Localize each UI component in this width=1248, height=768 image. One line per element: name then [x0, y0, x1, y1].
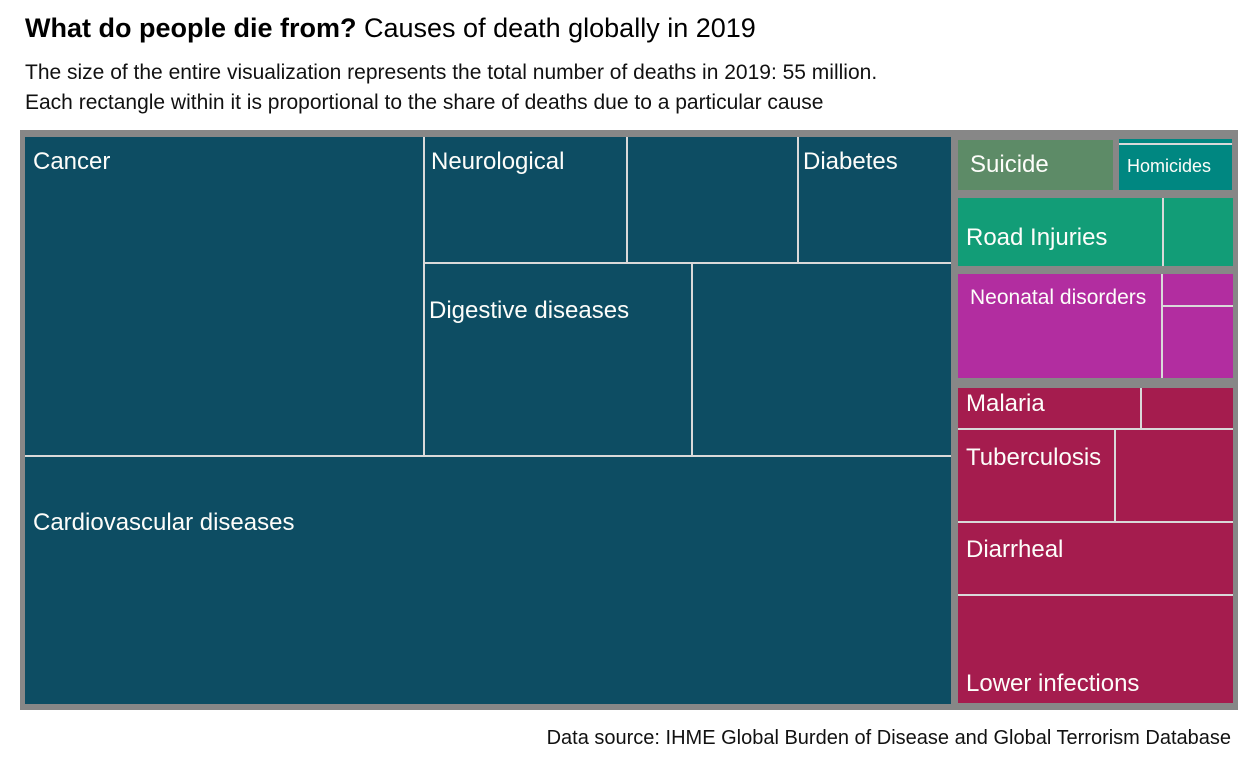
- page-title-bold: What do people die from?: [25, 13, 357, 43]
- divider: [1163, 305, 1233, 307]
- treemap-cell-cancer[interactable]: Cancer: [33, 148, 111, 175]
- divider: [1162, 198, 1164, 266]
- road-injuries-label: Road Injuries: [966, 224, 1108, 251]
- treemap-cell-neonatal-disorders[interactable]: Neonatal disorders: [958, 274, 1233, 378]
- treemap-cell-diabetes[interactable]: Diabetes: [803, 148, 898, 175]
- homicides-label: Homicides: [1127, 156, 1212, 177]
- treemap-cell-malaria[interactable]: Malaria: [966, 390, 1045, 417]
- divider: [626, 137, 628, 262]
- data-source-note: Data source: IHME Global Burden of Disea…: [546, 727, 1231, 749]
- divider: [1114, 430, 1116, 521]
- treemap-cell-homicides[interactable]: Homicides: [1119, 139, 1232, 190]
- divider: [25, 455, 951, 457]
- page-title: What do people die from? Causes of death…: [25, 13, 756, 44]
- divider: [425, 262, 951, 264]
- divider: [1161, 274, 1163, 378]
- treemap-cell-neurological[interactable]: Neurological: [431, 148, 565, 175]
- treemap-group-noncommunicable[interactable]: Cancer Neurological Diabetes Digestive d…: [25, 137, 951, 704]
- suicide-label: Suicide: [970, 151, 1049, 179]
- treemap-cell-cardiovascular-diseases[interactable]: Cardiovascular diseases: [33, 509, 295, 536]
- treemap-chart: Cancer Neurological Diabetes Digestive d…: [20, 130, 1238, 710]
- treemap-cell-diarrheal[interactable]: Diarrheal: [966, 536, 1064, 563]
- treemap-group-infectious[interactable]: Malaria Tuberculosis Diarrheal Lower inf…: [958, 388, 1233, 703]
- page-title-rest: Causes of death globally in 2019: [356, 13, 756, 43]
- subtitle-line-2: Each rectangle within it is proportional…: [25, 91, 824, 114]
- subtitle-line-1: The size of the entire visualization rep…: [25, 61, 878, 84]
- treemap-cell-road-injuries[interactable]: Road Injuries: [958, 198, 1233, 266]
- treemap-cell-digestive-diseases[interactable]: Digestive diseases: [429, 297, 630, 324]
- divider: [691, 264, 693, 455]
- treemap-cell-tuberculosis[interactable]: Tuberculosis: [966, 444, 1102, 471]
- treemap-cell-suicide[interactable]: Suicide: [958, 140, 1113, 190]
- divider: [958, 428, 1233, 430]
- divider: [1119, 143, 1232, 145]
- neonatal-disorders-label: Neonatal disorders: [970, 286, 1147, 309]
- divider: [958, 594, 1233, 596]
- divider: [1140, 388, 1142, 428]
- divider: [423, 137, 425, 455]
- divider: [797, 137, 799, 262]
- treemap-cell-lower-infections[interactable]: Lower infections: [966, 670, 1140, 698]
- divider: [958, 521, 1233, 523]
